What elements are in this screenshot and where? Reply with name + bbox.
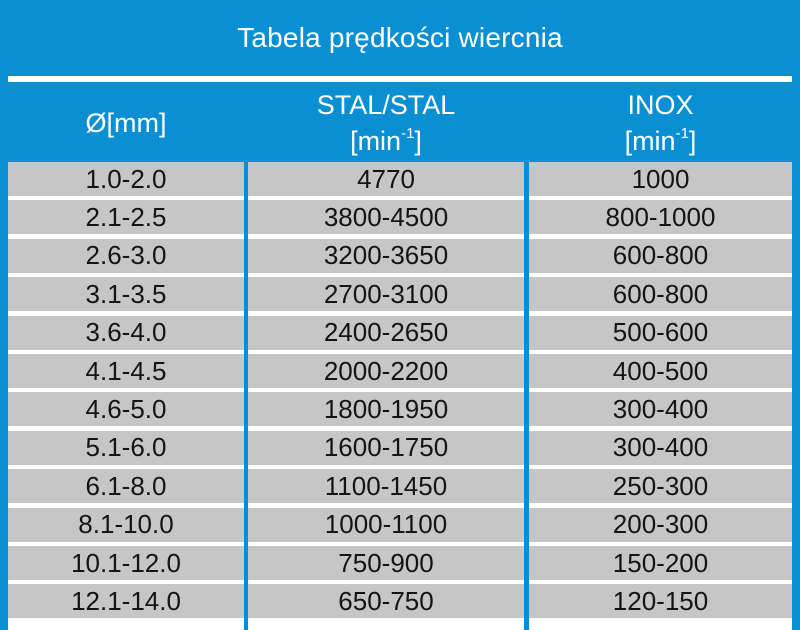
inox-cell: 1000: [529, 162, 792, 196]
diameter-cell: 2.6-3.0: [8, 238, 244, 273]
steel-cell: 1800-1950: [248, 392, 524, 427]
inox-unit-exponent: -1: [675, 125, 689, 142]
header-inox: INOX [min-1]: [529, 86, 792, 160]
steel-cell: 750-900: [248, 546, 524, 580]
table-title: Tabela prędkości wiercnia: [237, 22, 563, 53]
inox-cell: 250-300: [529, 469, 792, 504]
inox-unit-base: [min: [624, 126, 676, 156]
steel-cell: 3200-3650: [248, 238, 524, 273]
inox-cell: 200-300: [529, 507, 792, 542]
header-steel-unit: [min-1]: [350, 123, 422, 159]
column-diameter: 1.0-2.0 2.1-2.5 2.6-3.0 3.1-3.5 3.6-4.0 4.1-4…: [8, 162, 244, 630]
column-inox: 1000 800-1000 600-800 600-800 500-600 400-500…: [529, 162, 792, 630]
inox-cell: 150-200: [529, 546, 792, 580]
header-steel: STAL/STAL [min-1]: [248, 86, 524, 160]
steel-unit-base: [min: [350, 126, 402, 156]
header-diameter-label: Ø[mm]: [85, 108, 167, 138]
diameter-cell: 10.1-12.0: [8, 546, 244, 580]
inox-cell: 300-400: [529, 392, 792, 427]
steel-cell: 1600-1750: [248, 430, 524, 465]
steel-unit-exponent: -1: [401, 125, 415, 142]
diameter-cell: 12.1-14.0: [8, 584, 244, 619]
steel-cell: 2400-2650: [248, 315, 524, 350]
diameter-cell: 2.1-2.5: [8, 200, 244, 235]
steel-cell: 2700-3100: [248, 277, 524, 312]
diameter-cell: 4.6-5.0: [8, 392, 244, 427]
title-divider: [8, 76, 792, 82]
column-steel: 4770 3800-4500 3200-3650 2700-3100 2400-2650…: [248, 162, 524, 630]
header-inox-label: INOX: [627, 90, 694, 120]
diameter-cell: 8.1-10.0: [8, 507, 244, 542]
inox-cell: 800-1000: [529, 200, 792, 235]
steel-cell: 3800-4500: [248, 200, 524, 235]
header-diameter: Ø[mm]: [8, 86, 244, 160]
steel-cell: 2000-2200: [248, 354, 524, 388]
steel-cell: 4770: [248, 162, 524, 196]
inox-cell: 120-150: [529, 584, 792, 619]
diameter-cell: 3.6-4.0: [8, 315, 244, 350]
diameter-cell: 1.0-2.0: [8, 162, 244, 196]
steel-cell: 1000-1100: [248, 507, 524, 542]
header-inox-unit: [min-1]: [625, 123, 697, 159]
diameter-cell: 3.1-3.5: [8, 277, 244, 312]
inox-cell: 300-400: [529, 430, 792, 465]
steel-cell: 1100-1450: [248, 469, 524, 504]
inox-cell: 600-800: [529, 277, 792, 312]
inox-cell: 600-800: [529, 238, 792, 273]
diameter-cell: 6.1-8.0: [8, 469, 244, 504]
diameter-cell: 5.1-6.0: [8, 430, 244, 465]
steel-cell: 650-750: [248, 584, 524, 619]
inox-cell: 500-600: [529, 315, 792, 350]
header-steel-label: STAL/STAL: [316, 90, 456, 120]
inox-unit-end: ]: [688, 126, 697, 156]
steel-unit-end: ]: [414, 126, 422, 156]
inox-cell: 400-500: [529, 354, 792, 388]
diameter-cell: 4.1-4.5: [8, 354, 244, 388]
